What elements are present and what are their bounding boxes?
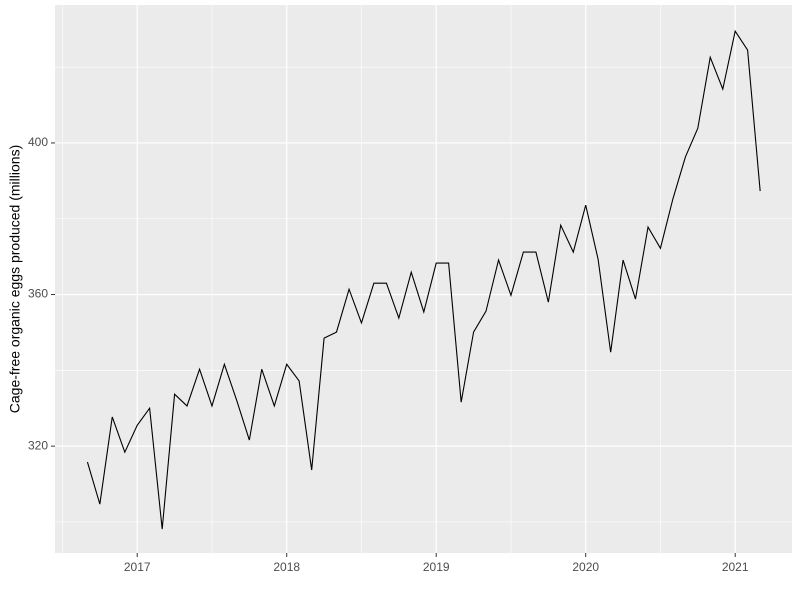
y-tick-label: 320 — [28, 438, 48, 452]
x-tick-label: 2021 — [722, 560, 749, 574]
y-axis-title: Cage-free organic eggs produced (million… — [7, 145, 23, 413]
x-tick-label: 2018 — [273, 560, 300, 574]
x-tick-label: 2017 — [124, 560, 151, 574]
x-tick-label: 2019 — [423, 560, 450, 574]
y-tick-label: 360 — [28, 287, 48, 301]
line — [86, 29, 761, 530]
y-tick-label: 400 — [28, 135, 48, 149]
panel — [55, 5, 792, 553]
x-tick-label: 2020 — [572, 560, 599, 574]
